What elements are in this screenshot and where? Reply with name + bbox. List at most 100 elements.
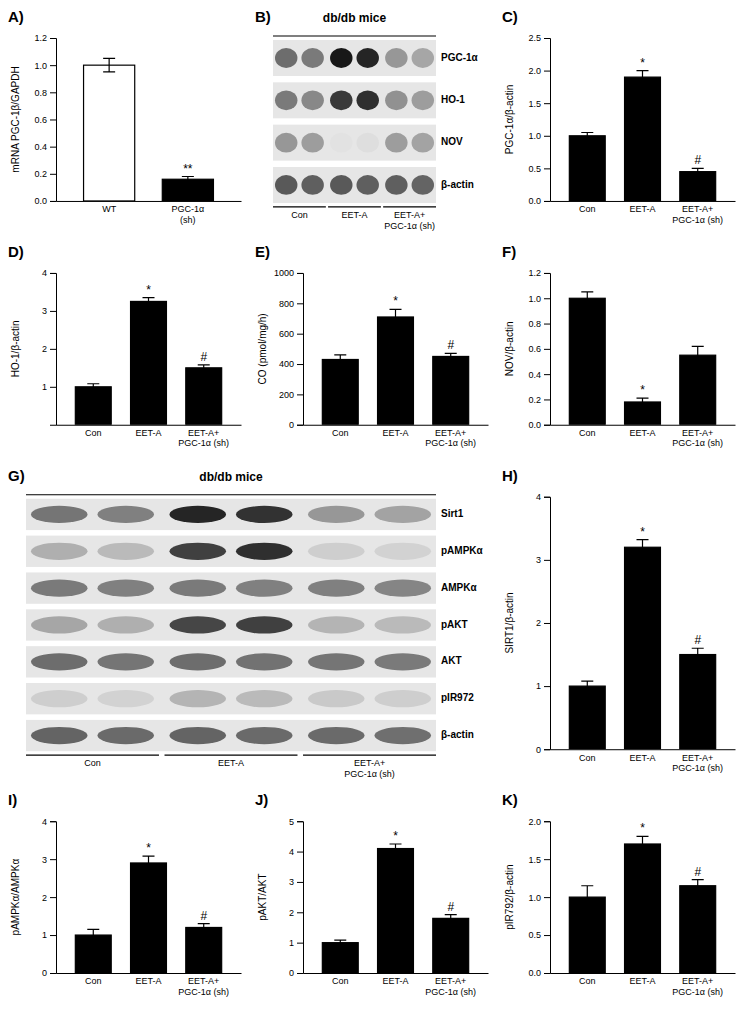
panel: H)*#01234ConEET-AEET-A+PGC-1α (sh)SIRT1/…	[502, 467, 736, 773]
x-tick-label: EET-A+PGC-1α (sh)	[425, 976, 476, 996]
band	[31, 690, 88, 707]
x-tick-label: Con	[579, 753, 596, 763]
y-tick-mark	[50, 973, 56, 974]
title: db/db mice	[323, 11, 387, 25]
x-axis: ConEET-AEET-A+PGC-1α (sh)	[551, 201, 736, 224]
row-label: β-actin	[441, 179, 474, 190]
band	[385, 90, 407, 110]
x-axis: WT PGC-1α(sh)	[57, 201, 242, 224]
band	[236, 543, 293, 560]
row-label: AMPKα	[441, 582, 477, 593]
band	[170, 580, 227, 597]
blot-row	[273, 125, 436, 161]
chart-container: A)**0.00.20.40.60.81.01.2WTPGC-1α(sh)mRN…	[0, 0, 749, 1019]
y-tick-label: 1.0	[528, 892, 541, 902]
bar	[433, 918, 469, 973]
panel-label: E)	[255, 243, 270, 260]
marks	[75, 856, 221, 973]
y-tick-label: 1	[289, 938, 294, 948]
band	[308, 580, 365, 597]
error-bar	[581, 292, 593, 305]
y-axis-line	[50, 39, 57, 202]
y-tick-mark	[50, 311, 56, 312]
x-tick-label: EET-A	[382, 976, 408, 986]
y-tick-mark	[297, 852, 303, 853]
text-line: Con	[332, 976, 349, 986]
x-tick-label: EET-A	[135, 976, 161, 986]
row-label: AKT	[441, 655, 462, 666]
row-label: β-actin	[441, 729, 474, 740]
y-tick-mark	[544, 399, 550, 400]
y-tick-label: 200	[279, 390, 294, 400]
x-tick: EET-A	[629, 428, 655, 438]
band	[412, 90, 434, 110]
y-tick: 0.2	[528, 395, 550, 405]
plot: *#012345ConEET-AEET-A+PGC-1α (sh)	[289, 817, 489, 997]
blot-background	[273, 82, 436, 118]
plot: *0.00.20.40.60.81.01.2ConEET-AEET-A+PGC-…	[528, 268, 735, 448]
band	[31, 616, 88, 633]
y-tick: 4	[42, 268, 56, 278]
group-line	[383, 206, 436, 207]
x-tick-label: EET-A+PGC-1α (sh)	[672, 976, 723, 996]
bar	[569, 136, 605, 201]
panel-label: D)	[8, 243, 24, 260]
error-bar	[637, 71, 649, 84]
y-tick: 0.0	[34, 196, 56, 206]
y-axis-line	[544, 822, 551, 974]
panel-label: B)	[255, 8, 271, 25]
band	[97, 506, 154, 523]
bar	[186, 927, 222, 973]
y-tick: 1.0	[528, 892, 550, 902]
band	[31, 506, 88, 523]
sig-label: #	[694, 153, 701, 167]
panel: G)db/db miceSirt1pAMPKαAMPKαpAKTAKTpIR97…	[8, 467, 484, 779]
y-tick-mark	[544, 349, 550, 350]
band	[301, 90, 323, 110]
y-tick-label: 600	[279, 329, 294, 339]
y-tick-label: 0.6	[34, 115, 47, 125]
panel: F)*0.00.20.40.60.81.01.2ConEET-AEET-A+PG…	[502, 243, 736, 449]
y-tick-label: 3	[536, 555, 541, 565]
x-tick-label: Con	[332, 976, 349, 986]
y-tick-label: 1.0	[34, 61, 47, 71]
x-axis: ConEET-AEET-A+PGC-1α (sh)	[304, 425, 489, 448]
blot-row	[273, 40, 436, 76]
y-tick-label: 0.4	[528, 370, 541, 380]
group-label: Con	[291, 210, 308, 220]
y-tick-mark	[297, 303, 303, 304]
x-tick-label: PGC-1α(sh)	[172, 204, 205, 224]
y-tick-label: 2.0	[528, 817, 541, 827]
band	[375, 543, 432, 560]
text-line: EET-A+	[682, 976, 713, 986]
y-axis-label: NOV/β-actin	[504, 322, 515, 377]
sig-label: #	[200, 909, 207, 923]
y-axis-label: pAKT/AKT	[257, 873, 268, 920]
annotations: *#	[640, 525, 701, 648]
bar	[131, 301, 167, 424]
group-label: EET-A+PGC-1α (sh)	[384, 210, 435, 230]
blot-background	[273, 167, 436, 203]
band	[301, 48, 323, 68]
annotations: **	[183, 162, 193, 176]
error-bar	[692, 346, 704, 364]
y-tick: 0.5	[528, 164, 550, 174]
y-tick: 1.0	[528, 294, 550, 304]
y-tick: 0.0	[528, 420, 550, 430]
y-tick-label: 4	[536, 492, 541, 502]
y-tick: 1	[289, 938, 303, 948]
error-bar	[198, 365, 210, 371]
error-bar	[143, 856, 155, 870]
blot-background	[26, 720, 436, 751]
y-tick: 0	[42, 968, 56, 978]
marks	[322, 309, 468, 424]
y-tick-label: 0	[289, 968, 294, 978]
panel: K)*#0.00.51.01.52.0ConEET-AEET-A+PGC-1α …	[502, 791, 736, 997]
x-tick-label: WT	[102, 204, 116, 214]
text-line: EET-A	[382, 976, 408, 986]
x-tick: PGC-1α(sh)	[172, 204, 205, 224]
y-axis-label: pIR792/β-actin	[504, 864, 515, 929]
y-tick-mark	[544, 201, 550, 202]
y-axis-label: CO (pmol/mg/h)	[257, 313, 268, 384]
band	[375, 580, 432, 597]
